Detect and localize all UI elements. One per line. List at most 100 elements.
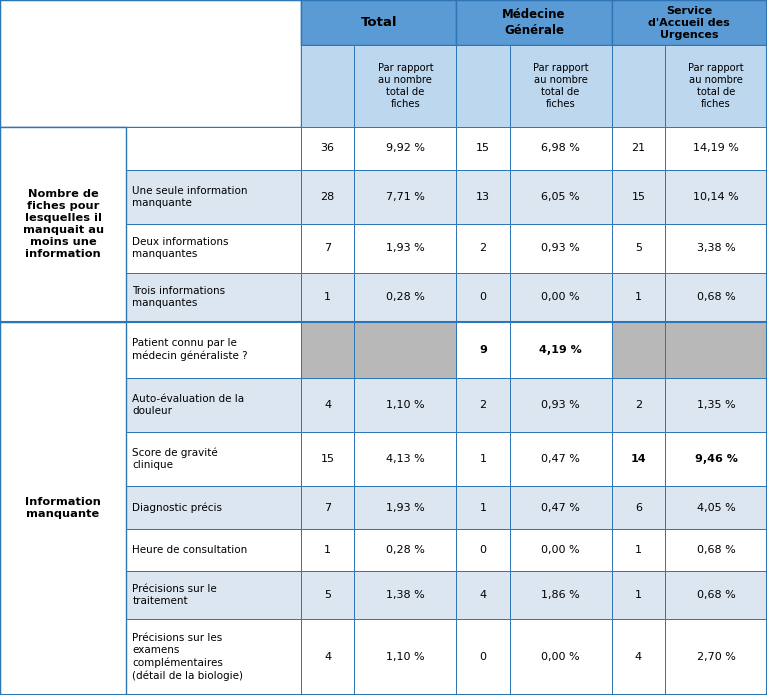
FancyBboxPatch shape [354, 378, 456, 432]
Text: 4,05 %: 4,05 % [696, 502, 736, 513]
FancyBboxPatch shape [456, 126, 510, 170]
Text: 9,46 %: 9,46 % [695, 454, 737, 464]
FancyBboxPatch shape [127, 378, 301, 432]
Text: 10,14 %: 10,14 % [693, 192, 739, 202]
Text: Diagnostic précis: Diagnostic précis [133, 502, 222, 513]
Text: 1: 1 [324, 545, 331, 555]
Text: 4,13 %: 4,13 % [386, 454, 425, 464]
FancyBboxPatch shape [665, 322, 767, 378]
Text: 1: 1 [479, 502, 486, 513]
FancyBboxPatch shape [301, 45, 354, 126]
Text: 7,71 %: 7,71 % [386, 192, 425, 202]
FancyBboxPatch shape [611, 486, 665, 530]
Text: 2,70 %: 2,70 % [696, 652, 736, 662]
Text: 2: 2 [479, 243, 486, 254]
Text: 2: 2 [479, 400, 486, 410]
Text: 7: 7 [324, 502, 331, 513]
Text: 28: 28 [321, 192, 335, 202]
Text: Précisions sur les
examens
complémentaires
(détail de la biologie): Précisions sur les examens complémentair… [133, 633, 243, 680]
Text: 5: 5 [324, 590, 331, 600]
Text: Par rapport
au nombre
total de
fiches: Par rapport au nombre total de fiches [377, 63, 433, 109]
FancyBboxPatch shape [0, 0, 301, 126]
Text: 4: 4 [324, 400, 331, 410]
FancyBboxPatch shape [456, 322, 510, 378]
FancyBboxPatch shape [354, 45, 456, 126]
FancyBboxPatch shape [611, 619, 665, 695]
Text: 0,68 %: 0,68 % [696, 590, 736, 600]
Text: 1,86 %: 1,86 % [542, 590, 580, 600]
Text: 6: 6 [635, 502, 642, 513]
FancyBboxPatch shape [301, 619, 354, 695]
FancyBboxPatch shape [665, 571, 767, 619]
FancyBboxPatch shape [510, 224, 611, 273]
Text: 1: 1 [324, 292, 331, 302]
FancyBboxPatch shape [611, 273, 665, 322]
Text: 13: 13 [476, 192, 490, 202]
Text: 0,47 %: 0,47 % [542, 502, 580, 513]
FancyBboxPatch shape [510, 126, 611, 170]
FancyBboxPatch shape [127, 486, 301, 530]
Text: 0: 0 [479, 292, 486, 302]
FancyBboxPatch shape [0, 126, 127, 322]
FancyBboxPatch shape [456, 486, 510, 530]
Text: 5: 5 [635, 243, 642, 254]
Text: 2: 2 [635, 400, 642, 410]
FancyBboxPatch shape [510, 432, 611, 486]
FancyBboxPatch shape [665, 126, 767, 170]
Text: 15: 15 [476, 143, 490, 154]
Text: 7: 7 [324, 243, 331, 254]
FancyBboxPatch shape [510, 322, 611, 378]
Text: 4: 4 [479, 590, 486, 600]
FancyBboxPatch shape [611, 571, 665, 619]
Text: Une seule information
manquante: Une seule information manquante [133, 186, 248, 208]
FancyBboxPatch shape [127, 530, 301, 571]
Text: 14,19 %: 14,19 % [693, 143, 739, 154]
FancyBboxPatch shape [510, 571, 611, 619]
FancyBboxPatch shape [456, 273, 510, 322]
Text: 0,93 %: 0,93 % [542, 400, 580, 410]
Text: 0,00 %: 0,00 % [542, 292, 580, 302]
FancyBboxPatch shape [301, 322, 354, 378]
Text: 6,05 %: 6,05 % [542, 192, 580, 202]
FancyBboxPatch shape [510, 486, 611, 530]
Text: 15: 15 [631, 192, 645, 202]
FancyBboxPatch shape [665, 224, 767, 273]
Text: 15: 15 [321, 454, 334, 464]
FancyBboxPatch shape [127, 224, 301, 273]
Text: 14: 14 [630, 454, 646, 464]
Text: Médecine
Générale: Médecine Générale [502, 8, 566, 37]
FancyBboxPatch shape [354, 571, 456, 619]
FancyBboxPatch shape [665, 619, 767, 695]
FancyBboxPatch shape [665, 45, 767, 126]
FancyBboxPatch shape [127, 126, 301, 170]
FancyBboxPatch shape [611, 224, 665, 273]
FancyBboxPatch shape [510, 170, 611, 224]
Text: Auto-évaluation de la
douleur: Auto-évaluation de la douleur [133, 394, 245, 416]
FancyBboxPatch shape [354, 322, 456, 378]
Text: Total: Total [360, 16, 397, 29]
FancyBboxPatch shape [354, 530, 456, 571]
Text: Par rapport
au nombre
total de
fiches: Par rapport au nombre total de fiches [688, 63, 744, 109]
FancyBboxPatch shape [510, 378, 611, 432]
Text: 0,28 %: 0,28 % [386, 292, 425, 302]
Text: 4: 4 [635, 652, 642, 662]
FancyBboxPatch shape [456, 378, 510, 432]
FancyBboxPatch shape [301, 126, 354, 170]
FancyBboxPatch shape [127, 273, 301, 322]
FancyBboxPatch shape [354, 619, 456, 695]
Text: 1: 1 [479, 454, 486, 464]
Text: 1: 1 [635, 545, 642, 555]
FancyBboxPatch shape [354, 273, 456, 322]
FancyBboxPatch shape [510, 45, 611, 126]
Text: Nombre de
fiches pour
lesquelles il
manquait au
moins une
information: Nombre de fiches pour lesquelles il manq… [22, 189, 104, 259]
FancyBboxPatch shape [301, 432, 354, 486]
FancyBboxPatch shape [127, 432, 301, 486]
FancyBboxPatch shape [301, 170, 354, 224]
FancyBboxPatch shape [456, 571, 510, 619]
Text: Par rapport
au nombre
total de
fiches: Par rapport au nombre total de fiches [533, 63, 588, 109]
FancyBboxPatch shape [0, 322, 127, 695]
Text: Deux informations
manquantes: Deux informations manquantes [133, 238, 229, 259]
FancyBboxPatch shape [611, 170, 665, 224]
FancyBboxPatch shape [301, 378, 354, 432]
FancyBboxPatch shape [510, 530, 611, 571]
